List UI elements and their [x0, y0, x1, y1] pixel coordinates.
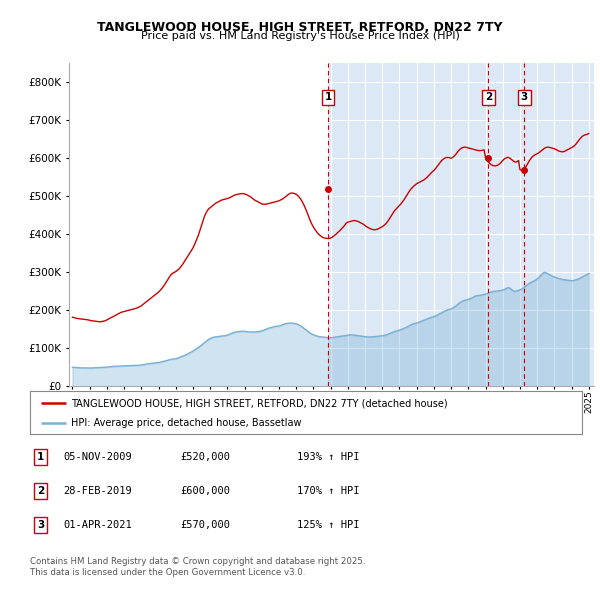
Text: 193% ↑ HPI: 193% ↑ HPI [297, 452, 359, 461]
Text: This data is licensed under the Open Government Licence v3.0.: This data is licensed under the Open Gov… [30, 568, 305, 577]
Text: 05-NOV-2009: 05-NOV-2009 [63, 452, 132, 461]
Text: 01-APR-2021: 01-APR-2021 [63, 520, 132, 530]
Text: TANGLEWOOD HOUSE, HIGH STREET, RETFORD, DN22 7TY (detached house): TANGLEWOOD HOUSE, HIGH STREET, RETFORD, … [71, 398, 448, 408]
Text: Price paid vs. HM Land Registry's House Price Index (HPI): Price paid vs. HM Land Registry's House … [140, 31, 460, 41]
Text: TANGLEWOOD HOUSE, HIGH STREET, RETFORD, DN22 7TY: TANGLEWOOD HOUSE, HIGH STREET, RETFORD, … [97, 21, 503, 34]
Text: £570,000: £570,000 [180, 520, 230, 530]
Text: 125% ↑ HPI: 125% ↑ HPI [297, 520, 359, 530]
Text: £600,000: £600,000 [180, 486, 230, 496]
Bar [328, 63, 594, 386]
Text: 170% ↑ HPI: 170% ↑ HPI [297, 486, 359, 496]
Text: HPI: Average price, detached house, Bassetlaw: HPI: Average price, detached house, Bass… [71, 418, 302, 428]
Text: 1: 1 [37, 452, 44, 461]
Text: 3: 3 [521, 93, 528, 102]
Text: 2: 2 [485, 93, 492, 102]
Text: 1: 1 [325, 93, 332, 102]
Text: £520,000: £520,000 [180, 452, 230, 461]
Text: 28-FEB-2019: 28-FEB-2019 [63, 486, 132, 496]
Text: 2: 2 [37, 486, 44, 496]
Text: 3: 3 [37, 520, 44, 530]
Text: Contains HM Land Registry data © Crown copyright and database right 2025.: Contains HM Land Registry data © Crown c… [30, 558, 365, 566]
